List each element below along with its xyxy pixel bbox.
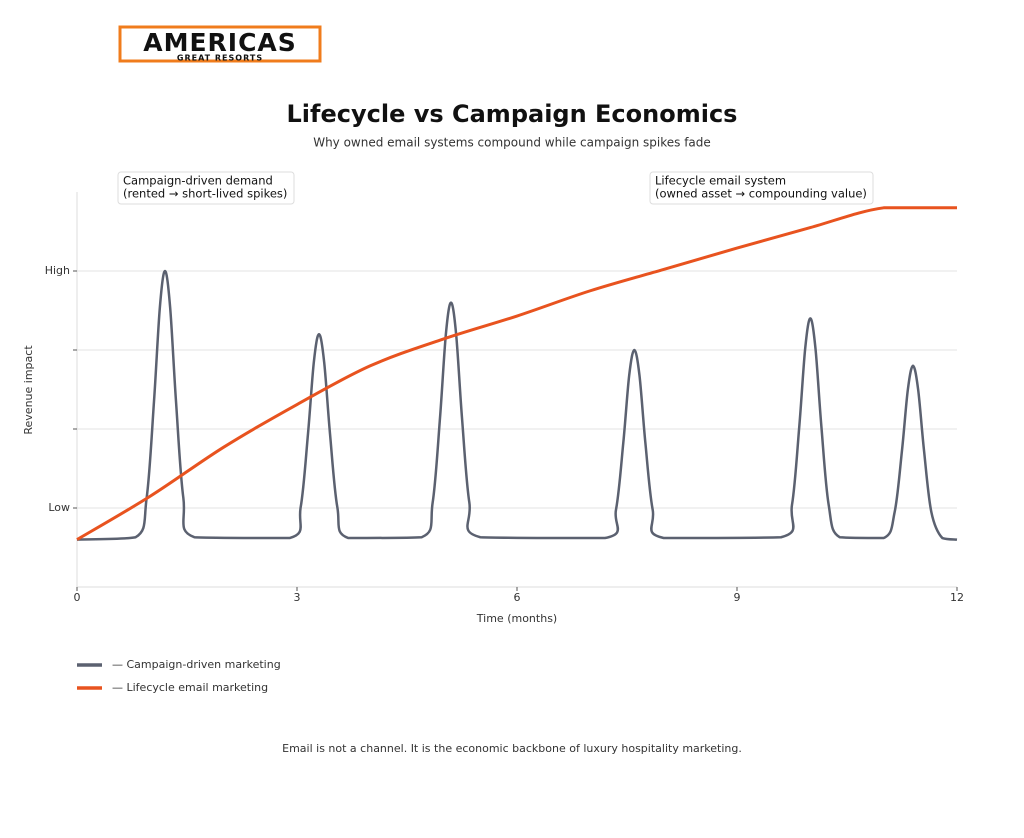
chart-title: Lifecycle vs Campaign Economics: [287, 100, 738, 128]
logo-name: AMERICAS: [143, 28, 297, 57]
y-tick-label: High: [45, 264, 70, 277]
logo-tagline: GREAT RESORTS: [177, 54, 263, 63]
legend-label: — Campaign-driven marketing: [112, 658, 281, 671]
annotation-text: Lifecycle email system: [655, 174, 786, 188]
x-tick-label: 3: [294, 591, 301, 604]
x-tick-label: 6: [514, 591, 521, 604]
annotation-box: [117, 171, 295, 205]
x-axis-label: Time (months): [476, 612, 557, 625]
footer-note: Email is not a channel. It is the econom…: [282, 742, 742, 755]
y-tick-label: Low: [48, 501, 70, 514]
logo-frame: [118, 25, 322, 63]
series-line: [76, 269, 958, 541]
annotation-box: [649, 171, 874, 205]
annotation-text: Campaign-driven demand: [123, 174, 273, 188]
legend-label: — Lifecycle email marketing: [112, 681, 268, 694]
x-tick-label: 12: [950, 591, 964, 604]
x-tick-label: 0: [74, 591, 81, 604]
x-tick-label: 9: [734, 591, 741, 604]
y-axis-label: Revenue impact: [22, 345, 35, 435]
annotation-text: (owned asset → compounding value): [655, 187, 867, 201]
annotation-text: (rented → short-lived spikes): [123, 187, 287, 201]
series-line: [76, 206, 957, 541]
chart-subtitle: Why owned email systems compound while c…: [313, 136, 711, 150]
